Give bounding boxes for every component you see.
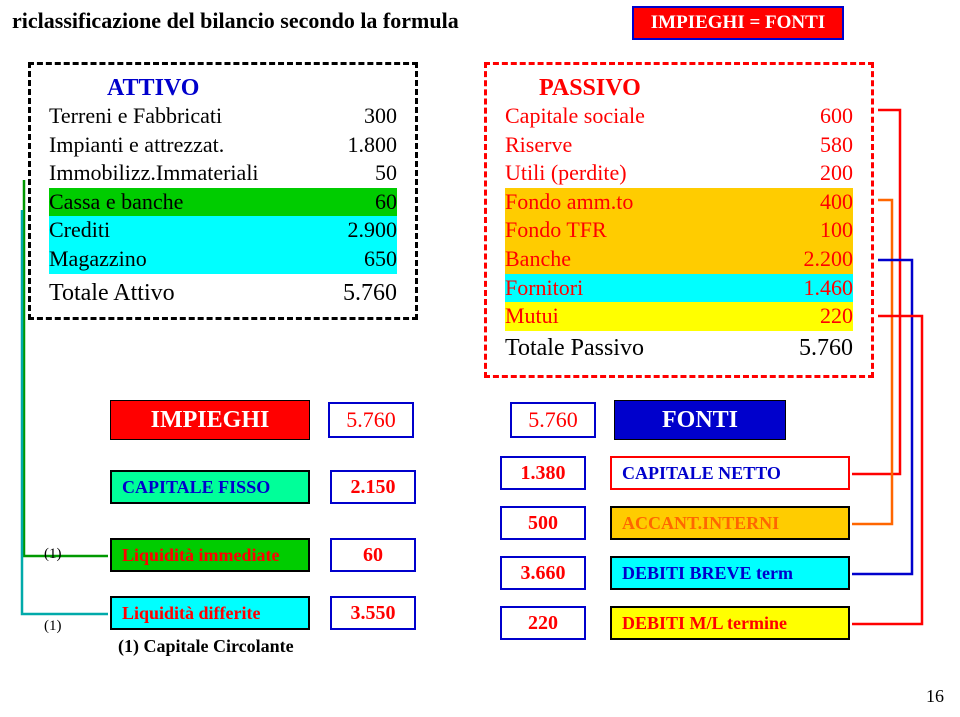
attivo-row-crediti: Crediti2.900 — [49, 216, 397, 245]
passivo-total: Totale Passivo5.760 — [505, 333, 853, 364]
passivo-row: Riserve580 — [505, 131, 853, 160]
passivo-row-mutui: Mutui220 — [505, 302, 853, 331]
debiti-ml-value: 220 — [500, 606, 586, 640]
capitale-fisso-label: CAPITALE FISSO — [110, 470, 310, 504]
passivo-row-fondo-tfr: Fondo TFR100 — [505, 216, 853, 245]
liquidita-differite-value: 3.550 — [330, 596, 416, 630]
liquidita-immediate-value: 60 — [330, 538, 416, 572]
accant-interni-value: 500 — [500, 506, 586, 540]
impieghi-label: IMPIEGHI — [110, 400, 310, 440]
attivo-row-magazzino: Magazzino650 — [49, 245, 397, 274]
footnote-marker: (1) — [44, 618, 62, 635]
page-number: 16 — [926, 686, 944, 707]
liquidita-immediate-label: Liquidità immediate — [110, 538, 310, 572]
debiti-breve-label: DEBITI BREVE term — [610, 556, 850, 590]
passivo-heading: PASSIVO — [539, 75, 853, 102]
passivo-row-fornitori: Fornitori1.460 — [505, 274, 853, 303]
capitale-circolante-note: (1) Capitale Circolante — [118, 636, 294, 657]
capitale-fisso-value: 2.150 — [330, 470, 416, 504]
accant-interni-label: ACCANT.INTERNI — [610, 506, 850, 540]
attivo-total: Totale Attivo5.760 — [49, 278, 397, 309]
attivo-row-cassa: Cassa e banche60 — [49, 188, 397, 217]
debiti-breve-value: 3.660 — [500, 556, 586, 590]
fonti-label: FONTI — [614, 400, 786, 440]
attivo-row: Impianti e attrezzat.1.800 — [49, 131, 397, 160]
impieghi-value: 5.760 — [328, 402, 414, 438]
debiti-ml-label: DEBITI M/L termine — [610, 606, 850, 640]
capitale-netto-label: CAPITALE NETTO — [610, 456, 850, 490]
attivo-heading: ATTIVO — [107, 75, 397, 102]
passivo-row: Capitale sociale600 — [505, 102, 853, 131]
mid-summary: IMPIEGHI 5.760 5.760 FONTI — [110, 400, 786, 440]
liquidita-differite-label: Liquidità differite — [110, 596, 310, 630]
formula-badge: IMPIEGHI = FONTI — [632, 6, 844, 40]
attivo-row: Immobilizz.Immateriali50 — [49, 159, 397, 188]
footnote-marker: (1) — [44, 546, 62, 563]
passivo-row: Utili (perdite)200 — [505, 159, 853, 188]
fonti-value: 5.760 — [510, 402, 596, 438]
passivo-panel: PASSIVO Capitale sociale600 Riserve580 U… — [484, 62, 874, 378]
passivo-row-fondo-amm: Fondo amm.to400 — [505, 188, 853, 217]
passivo-row-banche: Banche2.200 — [505, 245, 853, 274]
page-title: riclassificazione del bilancio secondo l… — [12, 8, 459, 34]
attivo-row: Terreni e Fabbricati300 — [49, 102, 397, 131]
attivo-panel: ATTIVO Terreni e Fabbricati300 Impianti … — [28, 62, 418, 320]
capitale-netto-value: 1.380 — [500, 456, 586, 490]
